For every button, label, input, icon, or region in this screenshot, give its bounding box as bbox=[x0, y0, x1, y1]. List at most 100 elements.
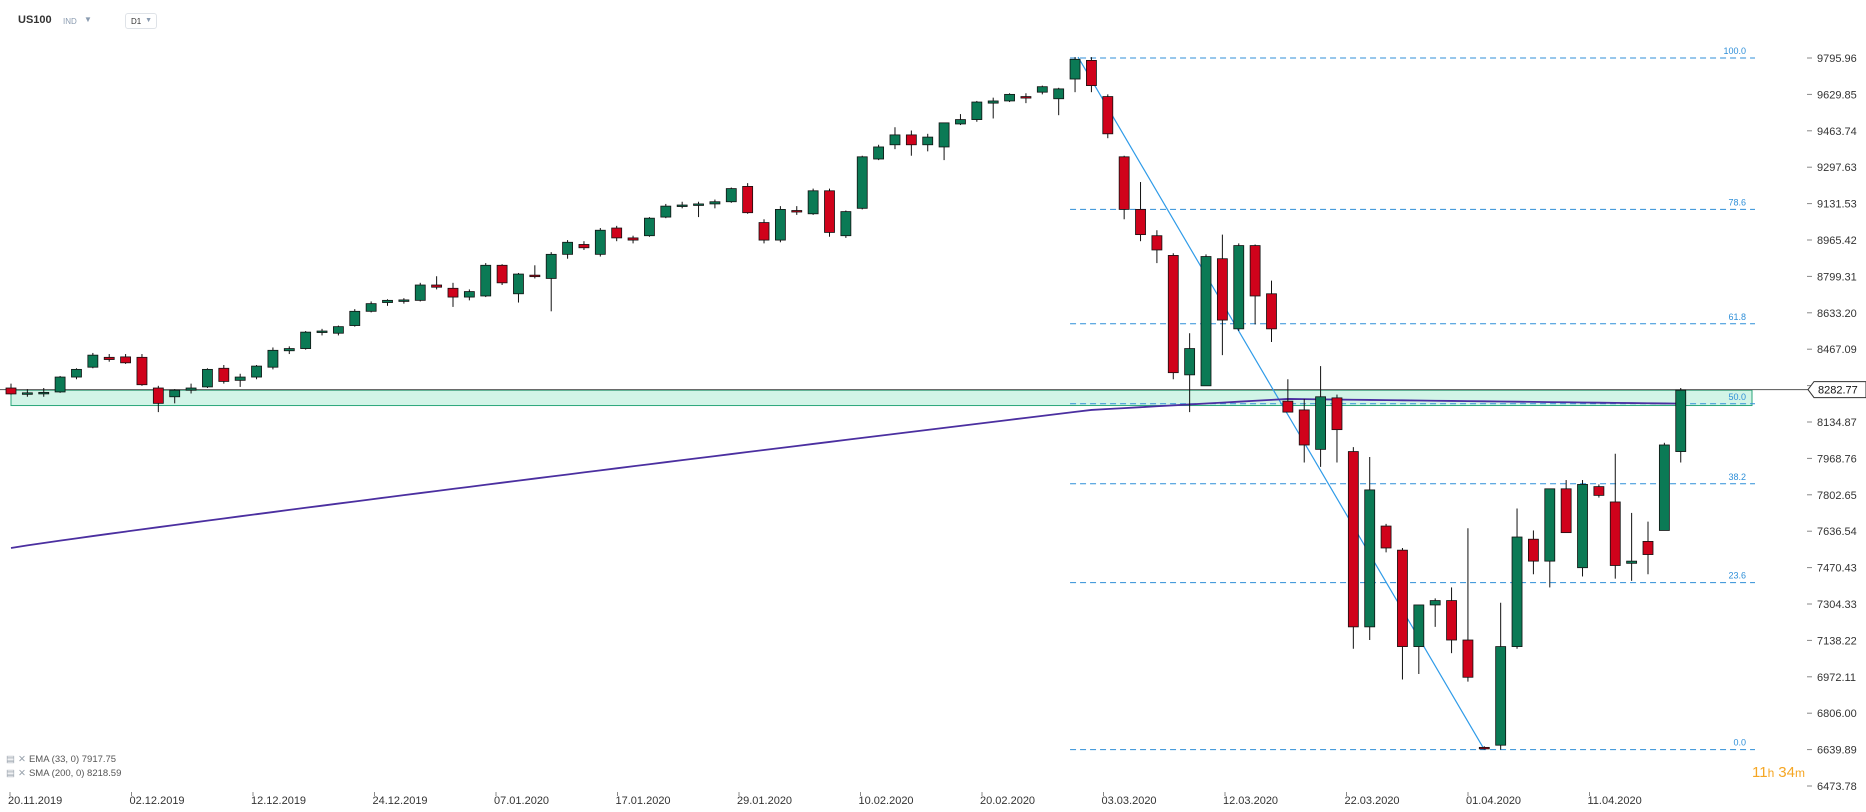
candle-body bbox=[529, 274, 541, 278]
price-tick-label: 8965.42 bbox=[1817, 235, 1857, 247]
fib-level-label: 0.0 bbox=[1733, 738, 1746, 748]
candle-body bbox=[1347, 451, 1359, 628]
candle-body bbox=[758, 222, 770, 241]
date-tick-label: 24.12.2019 bbox=[373, 795, 428, 807]
candles-layer bbox=[5, 57, 1687, 750]
candle-body bbox=[1658, 444, 1670, 531]
candle-body bbox=[824, 190, 835, 233]
candle-body bbox=[742, 186, 754, 214]
candle-body bbox=[21, 392, 33, 395]
candle-body bbox=[1184, 348, 1196, 376]
candle-body bbox=[1397, 549, 1408, 647]
candle-body bbox=[234, 376, 246, 381]
candle-body bbox=[938, 122, 950, 148]
candle-body bbox=[1528, 538, 1539, 562]
candle-body bbox=[463, 291, 475, 298]
candle-body bbox=[1315, 396, 1326, 450]
price-tick-label: 9131.53 bbox=[1817, 199, 1857, 211]
candle-body bbox=[611, 227, 623, 239]
price-tick-label: 9463.74 bbox=[1817, 126, 1857, 138]
support-zone-layer bbox=[0, 389, 1810, 407]
fib-level-label: 100.0 bbox=[1723, 46, 1746, 56]
candle-body bbox=[1675, 389, 1687, 452]
candle-body bbox=[644, 217, 655, 237]
last-price-label: 8282.77 bbox=[1818, 385, 1858, 397]
candle-body bbox=[1544, 488, 1556, 562]
candle-body bbox=[1004, 93, 1015, 102]
close-icon[interactable]: ✕ bbox=[17, 768, 26, 779]
price-tick-label: 8799.31 bbox=[1817, 271, 1857, 283]
date-tick-label: 17.01.2020 bbox=[616, 795, 671, 807]
chevron-down-icon[interactable]: ▼ bbox=[84, 15, 92, 24]
close-icon[interactable]: ✕ bbox=[17, 754, 26, 765]
fib-level-label: 50.0 bbox=[1728, 392, 1746, 402]
candle-body bbox=[218, 367, 230, 382]
candle-body bbox=[38, 391, 50, 395]
candle-body bbox=[1429, 600, 1441, 606]
candle-body bbox=[1118, 156, 1130, 210]
timer-hours: 11 bbox=[1752, 764, 1768, 781]
date-tick-label: 01.04.2020 bbox=[1466, 795, 1521, 807]
candle-body bbox=[971, 101, 983, 120]
indicator-ema[interactable]: ▤ ✕ EMA (33, 0) 7917.75 bbox=[6, 754, 116, 765]
price-axis: 9795.96 9629.85 9463.74 9297.63 9131.53 8965.… bbox=[1807, 53, 1866, 793]
indicator-ema-label: EMA (33, 0) 7917.75 bbox=[28, 754, 117, 765]
menu-icon[interactable]: ▤ bbox=[6, 768, 15, 779]
candle-body bbox=[693, 203, 704, 206]
fib-level-label: 78.6 bbox=[1728, 197, 1746, 207]
candle-body bbox=[1282, 400, 1294, 413]
candle-body bbox=[873, 146, 885, 160]
candle-body bbox=[1036, 86, 1048, 93]
date-tick-label: 07.01.2020 bbox=[494, 795, 549, 807]
candle-body bbox=[349, 310, 361, 326]
candle-body bbox=[251, 365, 262, 378]
candle-body bbox=[414, 284, 426, 301]
date-tick-label: 11.04.2020 bbox=[1588, 795, 1642, 807]
price-tick-label: 9629.85 bbox=[1817, 89, 1857, 101]
candle-body bbox=[480, 264, 492, 297]
candle-body bbox=[856, 156, 868, 209]
candle-body bbox=[382, 299, 393, 303]
timeframe-select[interactable]: D1 ▼ bbox=[125, 13, 157, 29]
candle-body bbox=[1167, 255, 1179, 374]
candle-body bbox=[1020, 96, 1032, 99]
price-tick-label: 7138.22 bbox=[1817, 635, 1857, 647]
candle-body bbox=[1462, 639, 1474, 678]
price-tick-label: 9795.96 bbox=[1817, 53, 1857, 65]
candle-body bbox=[1495, 646, 1507, 746]
instrument-type-label: IND bbox=[63, 17, 77, 26]
timer-minutes: 34 bbox=[1778, 764, 1795, 781]
candle-body bbox=[1069, 58, 1081, 80]
candle-body bbox=[332, 326, 344, 334]
candle-body bbox=[1298, 409, 1310, 446]
candle-body bbox=[1102, 96, 1114, 135]
candle-body bbox=[283, 348, 295, 352]
indicator-sma[interactable]: ▤ ✕ SMA (200, 0) 8218.59 bbox=[6, 768, 121, 779]
candle-body bbox=[316, 330, 328, 333]
date-tick-label: 12.12.2019 bbox=[251, 795, 306, 807]
candle-body bbox=[1413, 604, 1425, 647]
fib-level-label: 38.2 bbox=[1728, 472, 1746, 482]
last-price-tag bbox=[1807, 381, 1866, 399]
sma-200-line bbox=[10, 398, 1681, 549]
symbol-label[interactable]: US100 bbox=[18, 14, 52, 26]
candle-body bbox=[152, 387, 164, 404]
candle-body bbox=[1511, 536, 1523, 647]
candle-body bbox=[807, 190, 819, 215]
candle-body bbox=[791, 210, 803, 213]
candle-body bbox=[1216, 258, 1228, 321]
moving-averages-layer bbox=[10, 398, 1681, 549]
candle-body bbox=[660, 205, 672, 218]
candle-body bbox=[987, 100, 999, 104]
price-tick-label: 6972.11 bbox=[1817, 672, 1856, 684]
menu-icon[interactable]: ▤ bbox=[6, 754, 15, 765]
candle-body bbox=[1053, 88, 1065, 100]
candle-body bbox=[1266, 293, 1277, 330]
timer-m-unit: m bbox=[1794, 766, 1805, 780]
timer-h-unit: h bbox=[1767, 766, 1775, 780]
price-tick-label: 7802.65 bbox=[1817, 490, 1857, 502]
support-zone bbox=[10, 389, 1753, 407]
candle-body bbox=[496, 264, 508, 284]
candle-body bbox=[922, 136, 934, 146]
